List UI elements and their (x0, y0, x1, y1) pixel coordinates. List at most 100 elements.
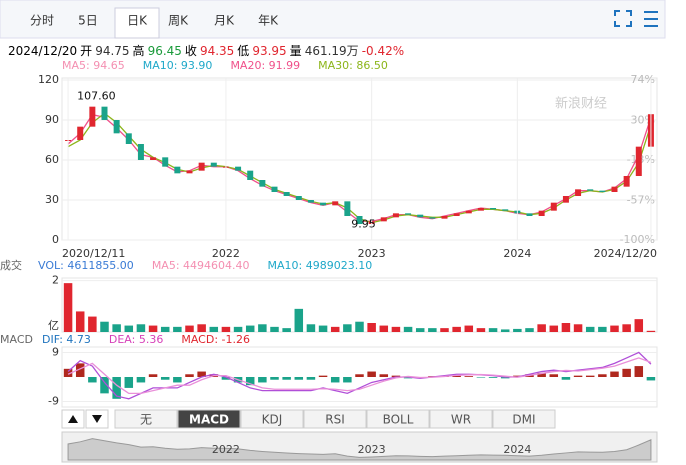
candle (186, 170, 193, 174)
tab[interactable]: 分时 (30, 14, 54, 28)
bar (646, 377, 656, 381)
tab[interactable]: 日K (127, 14, 148, 28)
x-tick-label: 2024/12/20 (594, 247, 657, 260)
quote-change: -0.42% (361, 44, 405, 58)
bar (561, 377, 571, 380)
bar (270, 326, 279, 332)
bar (330, 377, 340, 383)
up-arrow (68, 415, 78, 423)
bar (233, 326, 243, 332)
indicator-tab[interactable] (429, 409, 493, 429)
x-tick-label: 2022 (212, 247, 240, 260)
bar (209, 326, 219, 332)
bar (452, 326, 461, 332)
quote-info: 2024/12/20 开 94.75 高 96.45 收 94.35 低 93.95 量 461.1… (8, 42, 407, 59)
x-tick-label: 2023 (358, 247, 386, 260)
bar (343, 377, 352, 383)
candle (441, 216, 448, 219)
indicator-tab[interactable] (366, 409, 430, 429)
indicator-tab[interactable] (492, 409, 556, 429)
x-tick-label: 2024 (503, 247, 531, 260)
bar (561, 323, 571, 332)
bar (464, 325, 474, 332)
bar (452, 375, 461, 377)
bar (112, 324, 121, 332)
tab[interactable]: 周K (168, 14, 189, 28)
bar (537, 324, 546, 332)
bar (185, 374, 194, 377)
bar (585, 375, 595, 377)
bar (610, 325, 619, 332)
bar (440, 328, 449, 332)
legend-entry: MA30: 86.50 (318, 59, 388, 72)
candle (611, 186, 618, 192)
bar (549, 374, 559, 377)
bar (88, 377, 97, 383)
indicator-tab[interactable] (240, 409, 304, 429)
candle (259, 180, 266, 187)
bar (646, 330, 656, 332)
bar (598, 374, 607, 377)
legend-entry: MA20: 91.99 (230, 59, 300, 72)
candle (113, 120, 120, 134)
tab[interactable]: 月K (214, 14, 235, 28)
bar (306, 377, 316, 380)
bar (622, 368, 631, 377)
bar (282, 377, 291, 380)
tab[interactable]: 年K (258, 14, 279, 28)
tab[interactable]: 5日 (78, 14, 98, 28)
navigator-area (67, 438, 652, 461)
bar (160, 377, 170, 380)
bar (63, 283, 73, 332)
selected-tab (114, 7, 160, 39)
legend-entry: MA5: 4494604.40 (152, 259, 250, 272)
candle (599, 190, 606, 192)
bar (634, 319, 644, 332)
bar (573, 375, 583, 377)
bar (173, 326, 182, 332)
candle (550, 202, 557, 211)
bar (464, 376, 474, 377)
quote-label: 量 (289, 44, 302, 58)
legend-entry: MA10: 4989023.10 (268, 259, 373, 272)
watermark: 新浪财经 (555, 96, 607, 112)
candle (198, 162, 205, 171)
quote-value: 461.19万 (304, 44, 359, 58)
indicator-tab[interactable] (177, 409, 241, 429)
bar (367, 371, 376, 377)
indicator-tab[interactable] (114, 409, 178, 429)
bar (343, 324, 352, 332)
bar (598, 326, 607, 332)
y-tick-label: 9 (52, 345, 59, 358)
bar (258, 324, 267, 332)
candle (465, 210, 472, 214)
bar (500, 329, 510, 332)
candle (150, 157, 157, 160)
candle (137, 144, 144, 160)
settings-icon[interactable] (644, 11, 658, 27)
candle (429, 217, 436, 219)
y-tick-label: 120 (38, 73, 59, 86)
bar (294, 308, 304, 332)
legend-entry: MACD: -1.26 (181, 333, 250, 346)
candle (502, 209, 509, 211)
icon-path (614, 10, 632, 27)
quote-value: 94.75 (95, 44, 130, 58)
candle (623, 176, 630, 187)
legend-entry: MA10: 93.90 (143, 59, 213, 72)
y2-tick-label: 74% (631, 73, 655, 86)
series-line (67, 113, 652, 222)
fullscreen-icon[interactable] (614, 10, 632, 27)
bar (318, 325, 328, 332)
y-tick-label: 0 (52, 233, 59, 246)
indicator-tab[interactable] (303, 409, 367, 429)
y-tick-label: 30 (45, 193, 59, 206)
bar (403, 326, 413, 332)
candle (477, 208, 484, 211)
bar (282, 328, 291, 332)
bar (622, 324, 631, 332)
candle (295, 196, 302, 200)
indicator-tab-label: KDJ (262, 413, 283, 427)
